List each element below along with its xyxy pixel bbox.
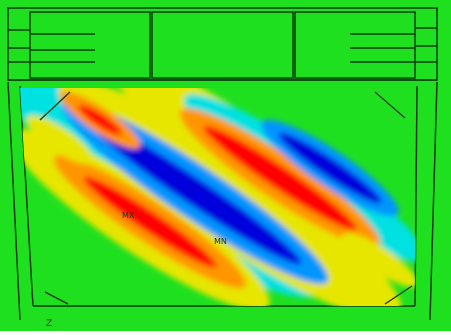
corner-mark xyxy=(39,91,71,121)
corner-mark xyxy=(374,91,406,119)
axis-marker: Z xyxy=(46,319,52,329)
contour-band xyxy=(88,119,302,265)
contour-band xyxy=(83,176,217,268)
flange-left-panel xyxy=(29,11,151,79)
web-left-inner xyxy=(19,85,34,307)
contour-bands xyxy=(20,88,417,306)
min-marker: MN xyxy=(214,237,227,246)
corner-mark xyxy=(44,291,69,305)
corner-mark xyxy=(384,285,413,305)
contour-band xyxy=(203,125,357,231)
flange-center-panel xyxy=(151,11,294,79)
contour-band xyxy=(342,232,417,288)
contour-band xyxy=(26,115,94,165)
flange-right-panel xyxy=(294,11,416,79)
web-left-edge xyxy=(7,81,21,321)
web-right-inner xyxy=(414,85,418,307)
contour-band xyxy=(278,132,382,204)
top-flange xyxy=(7,7,438,81)
contour-band xyxy=(78,104,122,136)
max-marker: MX xyxy=(122,211,135,220)
extreme-markers: MX MN Z xyxy=(46,211,227,329)
corner-marks xyxy=(39,91,413,305)
web-right-edge xyxy=(429,81,438,321)
